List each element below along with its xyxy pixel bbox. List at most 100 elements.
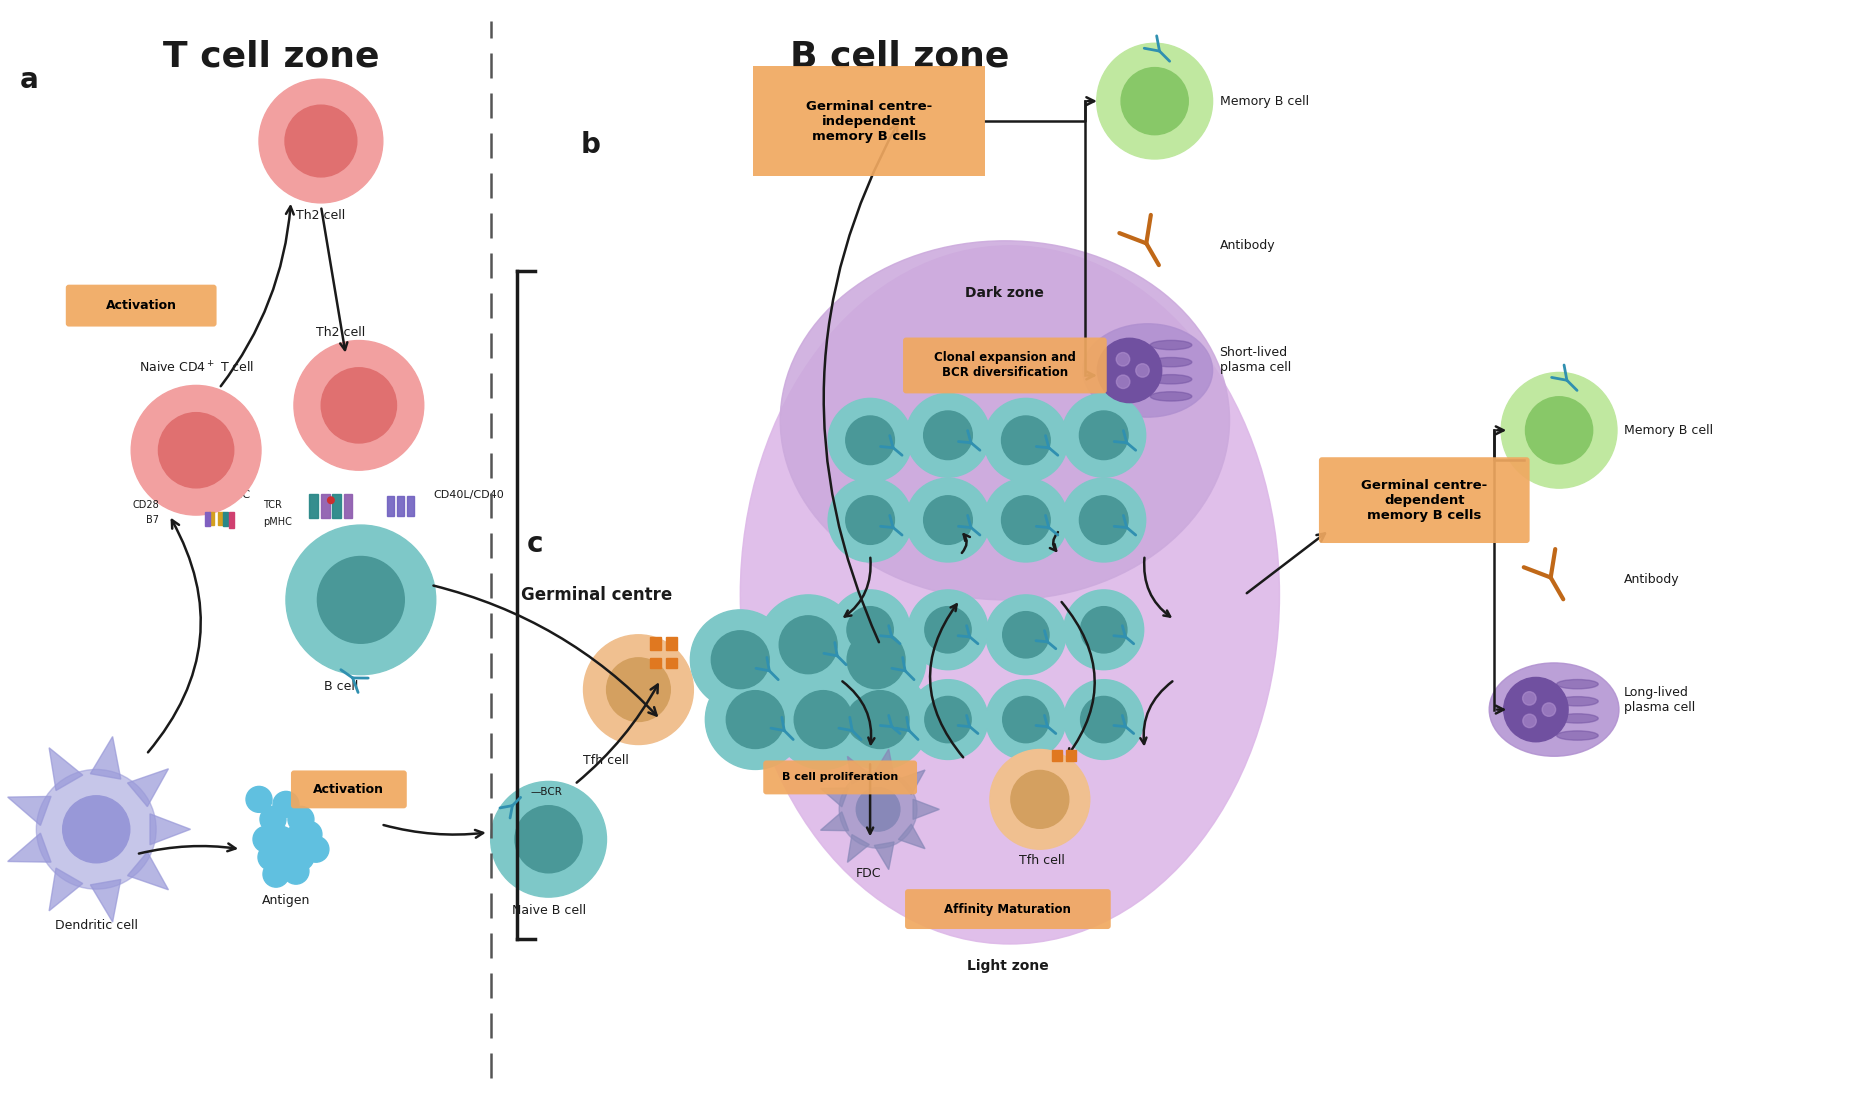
Bar [217,512,223,525]
Circle shape [1011,770,1069,829]
Circle shape [846,697,893,743]
FancyBboxPatch shape [902,337,1106,393]
Circle shape [706,669,805,769]
Bar [344,493,352,518]
Circle shape [852,690,910,748]
Bar [650,636,661,650]
Text: Activation: Activation [313,782,384,796]
Text: FDC: FDC [856,867,882,880]
Ellipse shape [1149,341,1192,349]
Text: Tfh cell: Tfh cell [582,755,629,767]
Text: Germinal centre-
dependent
memory B cells: Germinal centre- dependent memory B cell… [1361,479,1488,522]
Circle shape [1061,393,1146,477]
Circle shape [1543,703,1556,717]
Circle shape [906,478,990,562]
Circle shape [1080,411,1129,459]
FancyBboxPatch shape [66,285,217,326]
Text: TCR/pMHC: TCR/pMHC [193,490,251,500]
Circle shape [925,697,972,743]
Bar [1065,751,1076,762]
Circle shape [296,821,322,847]
Ellipse shape [1149,357,1192,367]
Text: Antibody: Antibody [1625,574,1679,587]
Circle shape [846,417,895,465]
Polygon shape [820,788,848,807]
FancyBboxPatch shape [764,761,917,795]
Circle shape [829,679,910,759]
Polygon shape [899,824,925,848]
Bar [666,636,678,650]
Text: CD40L/CD40: CD40L/CD40 [432,490,504,500]
Circle shape [726,690,784,748]
Circle shape [328,497,335,503]
Circle shape [294,341,423,470]
Text: T cell zone: T cell zone [163,40,380,74]
Text: Th2 cell: Th2 cell [296,209,346,222]
Ellipse shape [739,246,1279,944]
Circle shape [773,669,872,769]
Circle shape [711,631,769,689]
Bar [320,493,329,518]
Circle shape [1003,612,1048,658]
Text: B cell zone: B cell zone [790,40,1009,74]
Text: B7: B7 [146,515,159,525]
Bar [223,512,228,526]
Circle shape [1503,677,1569,742]
Circle shape [273,791,300,818]
Text: Germinal centre: Germinal centre [520,586,672,603]
Text: c: c [526,530,543,558]
Circle shape [258,844,285,870]
Polygon shape [899,770,925,795]
Circle shape [262,862,288,887]
Circle shape [36,769,155,889]
Text: Dendritic cell: Dendritic cell [54,919,139,932]
Bar [666,657,678,668]
Ellipse shape [1558,713,1599,723]
Circle shape [1080,496,1129,544]
Ellipse shape [1558,731,1599,741]
Circle shape [245,787,271,812]
Circle shape [1121,67,1189,135]
Bar [228,512,234,528]
Circle shape [303,836,329,863]
Circle shape [829,669,930,769]
Ellipse shape [1558,679,1599,689]
Circle shape [322,368,397,443]
Circle shape [1501,373,1617,488]
Circle shape [908,590,988,669]
Circle shape [987,595,1065,675]
Bar [408,496,414,517]
Bar [753,66,985,176]
Bar [650,657,661,668]
Text: Short-lived
plasma cell: Short-lived plasma cell [1219,346,1292,375]
Circle shape [846,496,895,544]
Circle shape [490,781,607,897]
Circle shape [283,826,309,852]
Text: Germinal centre-
independent
memory B cells: Germinal centre- independent memory B ce… [807,100,932,143]
Circle shape [1080,607,1127,653]
Polygon shape [7,797,51,825]
FancyBboxPatch shape [1320,457,1529,543]
Polygon shape [820,812,848,831]
Circle shape [985,478,1067,562]
Bar [388,496,395,517]
Circle shape [1522,691,1537,706]
Circle shape [286,525,436,675]
Circle shape [827,478,912,562]
Circle shape [1002,417,1050,465]
Ellipse shape [1149,375,1192,384]
Text: Light zone: Light zone [968,959,1048,973]
Text: Memory B cell: Memory B cell [1219,95,1309,108]
Circle shape [1061,478,1146,562]
Polygon shape [848,834,869,863]
Text: b: b [580,131,601,159]
Circle shape [260,807,286,832]
Text: TCR: TCR [262,500,283,510]
Text: Dark zone: Dark zone [966,286,1045,300]
Circle shape [923,411,972,459]
Circle shape [985,398,1067,482]
Text: Antigen: Antigen [262,895,311,907]
Circle shape [923,496,972,544]
Circle shape [62,796,129,863]
Circle shape [607,658,670,721]
